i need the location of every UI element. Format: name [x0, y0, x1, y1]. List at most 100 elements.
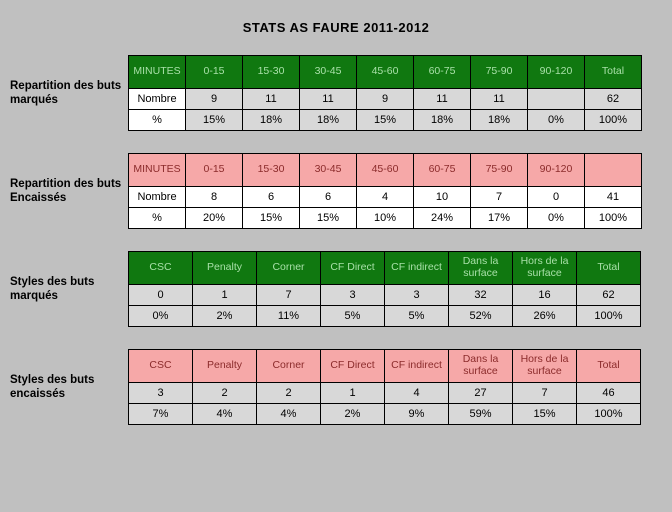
cell: 32: [449, 285, 513, 306]
cell: 10%: [357, 208, 414, 229]
hdr-cell: CSC: [129, 252, 193, 285]
cell: 6: [300, 187, 357, 208]
table-row: 7% 4% 4% 2% 9% 59% 15% 100%: [129, 404, 641, 425]
hdr-cell: Corner: [257, 252, 321, 285]
table-row: % 15% 18% 18% 15% 18% 18% 0% 100%: [129, 110, 642, 131]
cell: 2: [193, 383, 257, 404]
hdr-cell: MINUTES: [129, 56, 186, 89]
table-row: 3 2 2 1 4 27 7 46: [129, 383, 641, 404]
hdr-cell: Hors de la surface: [513, 350, 577, 383]
table-row: CSC Penalty Corner CF Direct CF indirect…: [129, 350, 641, 383]
cell: 15%: [300, 208, 357, 229]
cell: 15%: [186, 110, 243, 131]
hdr-cell: 90-120: [528, 154, 585, 187]
cell: 24%: [414, 208, 471, 229]
cell: 18%: [243, 110, 300, 131]
table-stylm: CSC Penalty Corner CF Direct CF indirect…: [128, 251, 641, 327]
cell: 26%: [513, 306, 577, 327]
table-row: % 20% 15% 15% 10% 24% 17% 0% 100%: [129, 208, 642, 229]
page-title: STATS AS FAURE 2011-2012: [10, 20, 662, 35]
hdr-cell: 30-45: [300, 56, 357, 89]
block-repartition-encaisses: Repartition des buts Encaissés MINUTES 0…: [10, 153, 662, 229]
table-row: Nombre 8 6 6 4 10 7 0 41: [129, 187, 642, 208]
cell: 41: [585, 187, 642, 208]
table-row: CSC Penalty Corner CF Direct CF indirect…: [129, 252, 641, 285]
cell: 16: [513, 285, 577, 306]
hdr-cell: Dans la surface: [449, 252, 513, 285]
table-row: MINUTES 0-15 15-30 30-45 45-60 60-75 75-…: [129, 154, 642, 187]
rowlabel: %: [129, 208, 186, 229]
cell: 11%: [257, 306, 321, 327]
cell: 3: [129, 383, 193, 404]
cell: 11: [300, 89, 357, 110]
cell: 7: [257, 285, 321, 306]
hdr-cell: 15-30: [243, 56, 300, 89]
cell: 7%: [129, 404, 193, 425]
hdr-cell: CF indirect: [385, 350, 449, 383]
hdr-cell: 0-15: [186, 154, 243, 187]
cell: 46: [577, 383, 641, 404]
hdr-cell: Total: [577, 350, 641, 383]
cell: 1: [321, 383, 385, 404]
cell: 100%: [585, 110, 642, 131]
cell: 27: [449, 383, 513, 404]
cell: 100%: [577, 404, 641, 425]
cell: 2: [257, 383, 321, 404]
cell: 18%: [471, 110, 528, 131]
hdr-cell: Dans la surface: [449, 350, 513, 383]
hdr-cell: 75-90: [471, 154, 528, 187]
table-repe: MINUTES 0-15 15-30 30-45 45-60 60-75 75-…: [128, 153, 642, 229]
table-row: Nombre 9 11 11 9 11 11 62: [129, 89, 642, 110]
rowlabel: Nombre: [129, 89, 186, 110]
cell: 17%: [471, 208, 528, 229]
cell: 3: [385, 285, 449, 306]
cell: 0: [528, 187, 585, 208]
cell: 1: [193, 285, 257, 306]
hdr-cell: 75-90: [471, 56, 528, 89]
hdr-cell: 60-75: [414, 56, 471, 89]
hdr-cell: [585, 154, 642, 187]
label-repe: Repartition des buts Encaissés: [10, 177, 128, 206]
hdr-cell: 90-120: [528, 56, 585, 89]
cell: 2%: [193, 306, 257, 327]
hdr-cell: Total: [585, 56, 642, 89]
cell: 15%: [357, 110, 414, 131]
hdr-cell: Penalty: [193, 350, 257, 383]
hdr-cell: 45-60: [357, 154, 414, 187]
cell: 9: [357, 89, 414, 110]
rowlabel: Nombre: [129, 187, 186, 208]
cell: 11: [471, 89, 528, 110]
cell: 0%: [129, 306, 193, 327]
hdr-cell: Penalty: [193, 252, 257, 285]
table-style: CSC Penalty Corner CF Direct CF indirect…: [128, 349, 641, 425]
cell: 0%: [528, 110, 585, 131]
label-repm: Repartition des buts marqués: [10, 79, 128, 108]
cell: 2%: [321, 404, 385, 425]
cell: 18%: [300, 110, 357, 131]
hdr-cell: Hors de la surface: [513, 252, 577, 285]
hdr-cell: 60-75: [414, 154, 471, 187]
cell: 0%: [528, 208, 585, 229]
block-styles-encaisses: Styles des buts encaissés CSC Penalty Co…: [10, 349, 662, 425]
cell: 62: [585, 89, 642, 110]
hdr-cell: CF indirect: [385, 252, 449, 285]
label-stylm: Styles des buts marqués: [10, 275, 128, 304]
cell: 15%: [243, 208, 300, 229]
hdr-cell: CF Direct: [321, 252, 385, 285]
cell: 11: [414, 89, 471, 110]
hdr-cell: 15-30: [243, 154, 300, 187]
cell: 52%: [449, 306, 513, 327]
cell: [528, 89, 585, 110]
cell: 5%: [385, 306, 449, 327]
block-styles-marques: Styles des buts marqués CSC Penalty Corn…: [10, 251, 662, 327]
cell: 7: [513, 383, 577, 404]
hdr-cell: 0-15: [186, 56, 243, 89]
cell: 4: [385, 383, 449, 404]
cell: 4%: [193, 404, 257, 425]
cell: 8: [186, 187, 243, 208]
cell: 10: [414, 187, 471, 208]
hdr-cell: Corner: [257, 350, 321, 383]
hdr-cell: MINUTES: [129, 154, 186, 187]
cell: 100%: [577, 306, 641, 327]
table-row: 0% 2% 11% 5% 5% 52% 26% 100%: [129, 306, 641, 327]
